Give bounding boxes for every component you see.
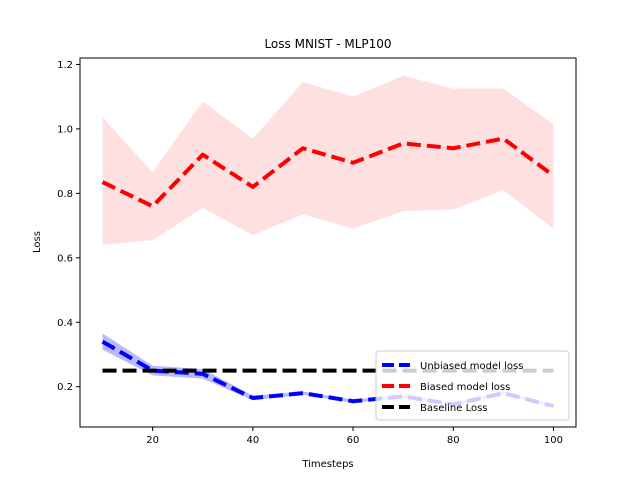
x-tick-label-80: 80	[447, 435, 460, 446]
x-axis-ticks: 20 40 60 80 100	[146, 427, 563, 446]
x-tick-label-20: 20	[146, 435, 159, 446]
x-tick-label-100: 100	[544, 435, 563, 446]
y-tick-label-4: 1.0	[57, 124, 73, 135]
chart-title: Loss MNIST - MLP100	[264, 37, 391, 51]
y-axis-title: Loss	[32, 231, 43, 253]
x-tick-label-60: 60	[347, 435, 360, 446]
x-tick-label-40: 40	[246, 435, 259, 446]
plot-frame	[79, 57, 577, 428]
legend: Unbiased model loss Biased model loss Ba…	[375, 350, 570, 421]
line-biased-model-loss	[101, 136, 555, 209]
legend-label-baseline: Baseline Loss	[420, 403, 488, 414]
legend-box	[375, 350, 570, 421]
band-biased-model-loss	[102, 75, 554, 245]
y-tick-label-2: 0.6	[57, 253, 73, 264]
y-tick-label-0: 0.2	[57, 382, 73, 393]
y-axis-ticks: 0.2 0.4 0.6 0.8 1.0 1.2	[57, 60, 80, 393]
y-tick-label-5: 1.2	[57, 60, 73, 71]
legend-label-biased: Biased model loss	[420, 382, 510, 393]
y-tick-label-1: 0.4	[57, 318, 73, 329]
legend-label-unbiased: Unbiased model loss	[420, 361, 523, 372]
y-tick-label-3: 0.8	[57, 189, 73, 200]
x-axis-title: Timesteps	[301, 459, 353, 470]
